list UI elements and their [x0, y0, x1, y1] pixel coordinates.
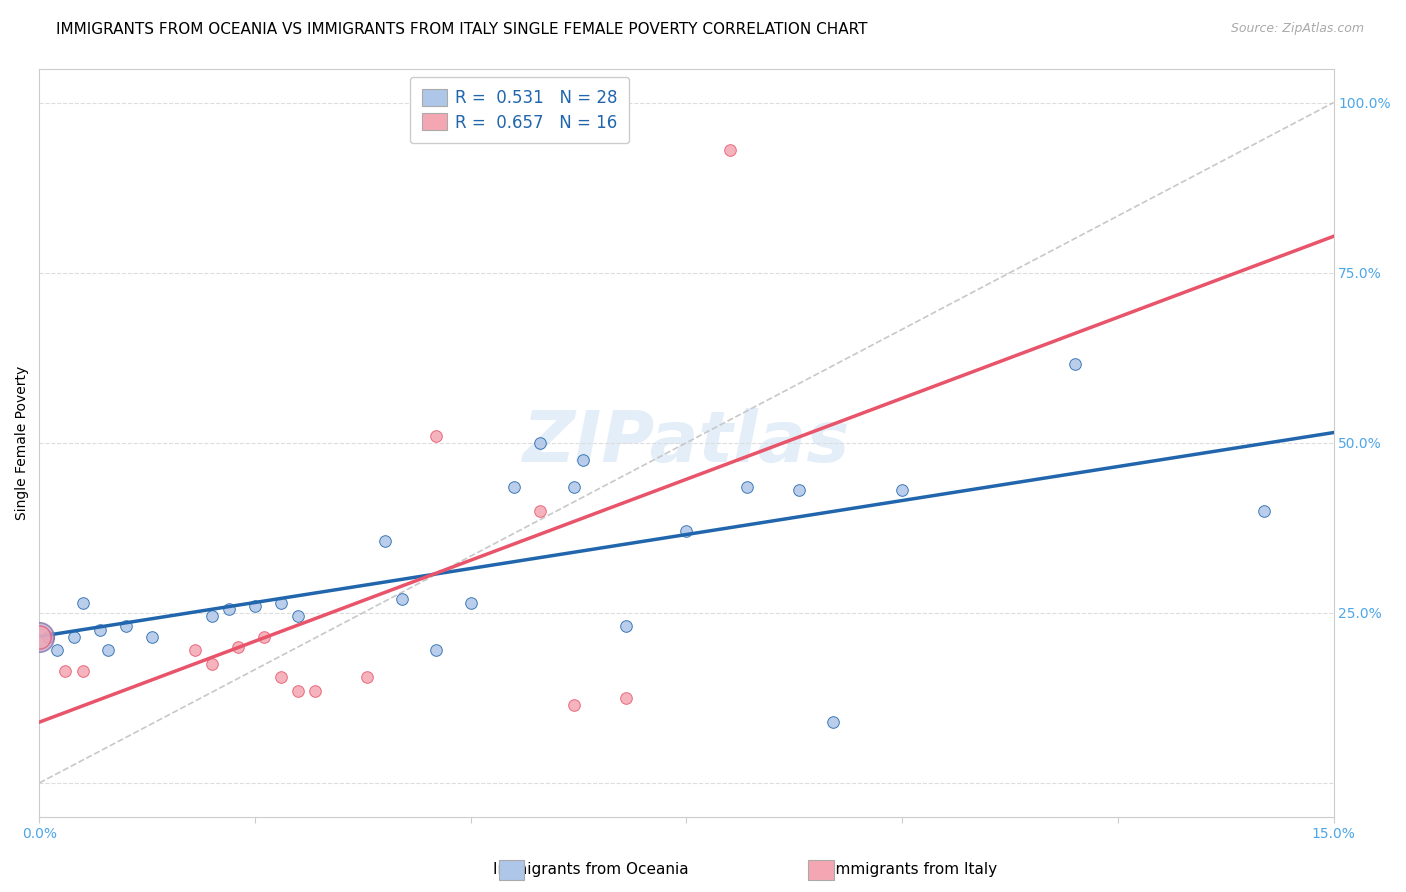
Point — [226, 640, 249, 654]
Point — [287, 684, 309, 698]
Point — [72, 596, 94, 610]
Text: IMMIGRANTS FROM OCEANIA VS IMMIGRANTS FROM ITALY SINGLE FEMALE POVERTY CORRELATI: IMMIGRANTS FROM OCEANIA VS IMMIGRANTS FR… — [56, 22, 868, 37]
Point — [253, 630, 276, 644]
Point — [287, 609, 309, 624]
Point — [373, 534, 395, 549]
Point — [97, 643, 120, 657]
Point — [72, 664, 94, 678]
Point — [562, 698, 585, 712]
Point — [1253, 504, 1275, 518]
Point — [735, 480, 758, 494]
Text: Immigrants from Oceania: Immigrants from Oceania — [492, 863, 689, 877]
Point — [425, 429, 447, 443]
Point — [218, 602, 240, 616]
Point — [270, 670, 292, 684]
Point — [28, 630, 51, 644]
Point — [391, 592, 413, 607]
Point — [201, 609, 224, 624]
Point — [37, 630, 59, 644]
Point — [89, 623, 111, 637]
Y-axis label: Single Female Poverty: Single Female Poverty — [15, 366, 30, 520]
Point — [45, 643, 67, 657]
Point — [304, 684, 326, 698]
Point — [529, 504, 551, 518]
Point — [891, 483, 914, 498]
Point — [114, 619, 136, 633]
Text: Source: ZipAtlas.com: Source: ZipAtlas.com — [1230, 22, 1364, 36]
Point — [460, 596, 482, 610]
Point — [503, 480, 526, 494]
Point — [614, 619, 637, 633]
Point — [37, 630, 59, 644]
Point — [356, 670, 378, 684]
Point — [823, 714, 845, 729]
Legend: R =  0.531   N = 28, R =  0.657   N = 16: R = 0.531 N = 28, R = 0.657 N = 16 — [411, 77, 630, 144]
Point — [675, 524, 697, 538]
Point — [614, 690, 637, 705]
Text: ZIPatlas: ZIPatlas — [523, 409, 851, 477]
Point — [28, 630, 51, 644]
Point — [1063, 358, 1085, 372]
Point — [718, 143, 741, 157]
Text: Immigrants from Italy: Immigrants from Italy — [831, 863, 997, 877]
Point — [243, 599, 266, 613]
Point — [270, 596, 292, 610]
Point — [141, 630, 163, 644]
Point — [562, 480, 585, 494]
Point — [529, 435, 551, 450]
Point — [183, 643, 205, 657]
Point — [53, 664, 76, 678]
Point — [201, 657, 224, 671]
Point — [63, 630, 86, 644]
Point — [425, 643, 447, 657]
Point — [787, 483, 810, 498]
Point — [572, 452, 595, 467]
